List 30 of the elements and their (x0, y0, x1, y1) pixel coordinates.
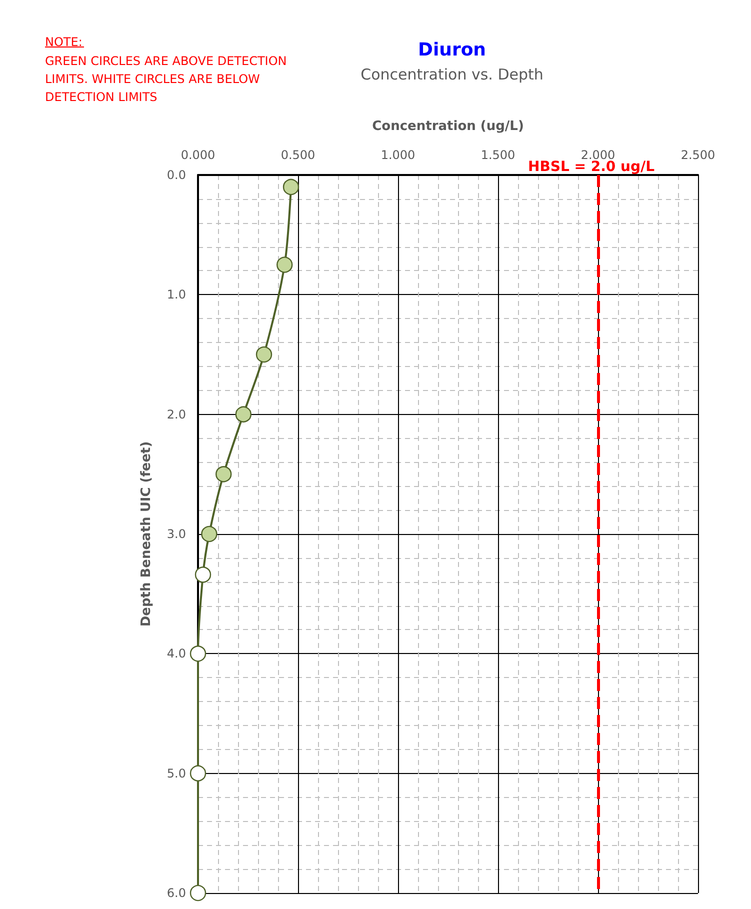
point (190, 884, 206, 902)
y-tick-label: 2.0 (166, 407, 186, 422)
x-axis-title: Concentration (ug/L) (372, 119, 524, 134)
y-tick-label: 6.0 (166, 886, 186, 900)
point (282, 178, 300, 196)
x-tick-label: 0.500 (280, 148, 316, 162)
text: GREEN CIRCLES ARE ABOVE DETECTION LIMITS. WHITE CIRCLES ARE BELOW DETECTION LIMITS (45, 54, 291, 104)
chart-title: Diuron (418, 40, 486, 60)
point (216, 466, 232, 482)
chart-subtitle: Concentration vs. Depth (360, 66, 544, 84)
point (190, 765, 206, 782)
point (194, 566, 212, 583)
x-tick-label: 2.000 (580, 148, 616, 162)
x-tick-label: 1.000 (380, 148, 416, 162)
ref-line-label: HBSL = 2.0 ug/L (528, 159, 655, 175)
point (256, 346, 272, 363)
y-tick-label: 3.0 (166, 527, 186, 541)
x-tick-label: 0.000 (180, 148, 216, 162)
point (276, 256, 293, 273)
x-tick-label: 1.500 (480, 148, 516, 162)
y-axis-title: Depth Beneath UIC (feet) (139, 441, 154, 627)
point (235, 406, 252, 422)
y-tick-label: 1.0 (166, 288, 186, 302)
x-tick-label: 2.500 (680, 148, 716, 162)
point (201, 526, 218, 542)
point (190, 646, 206, 662)
y-tick-label: 4.0 (166, 646, 186, 661)
y-tick-label: 5.0 (166, 766, 186, 780)
text: NOTE: (45, 35, 82, 49)
y-tick-label: 0.0 (166, 168, 186, 182)
